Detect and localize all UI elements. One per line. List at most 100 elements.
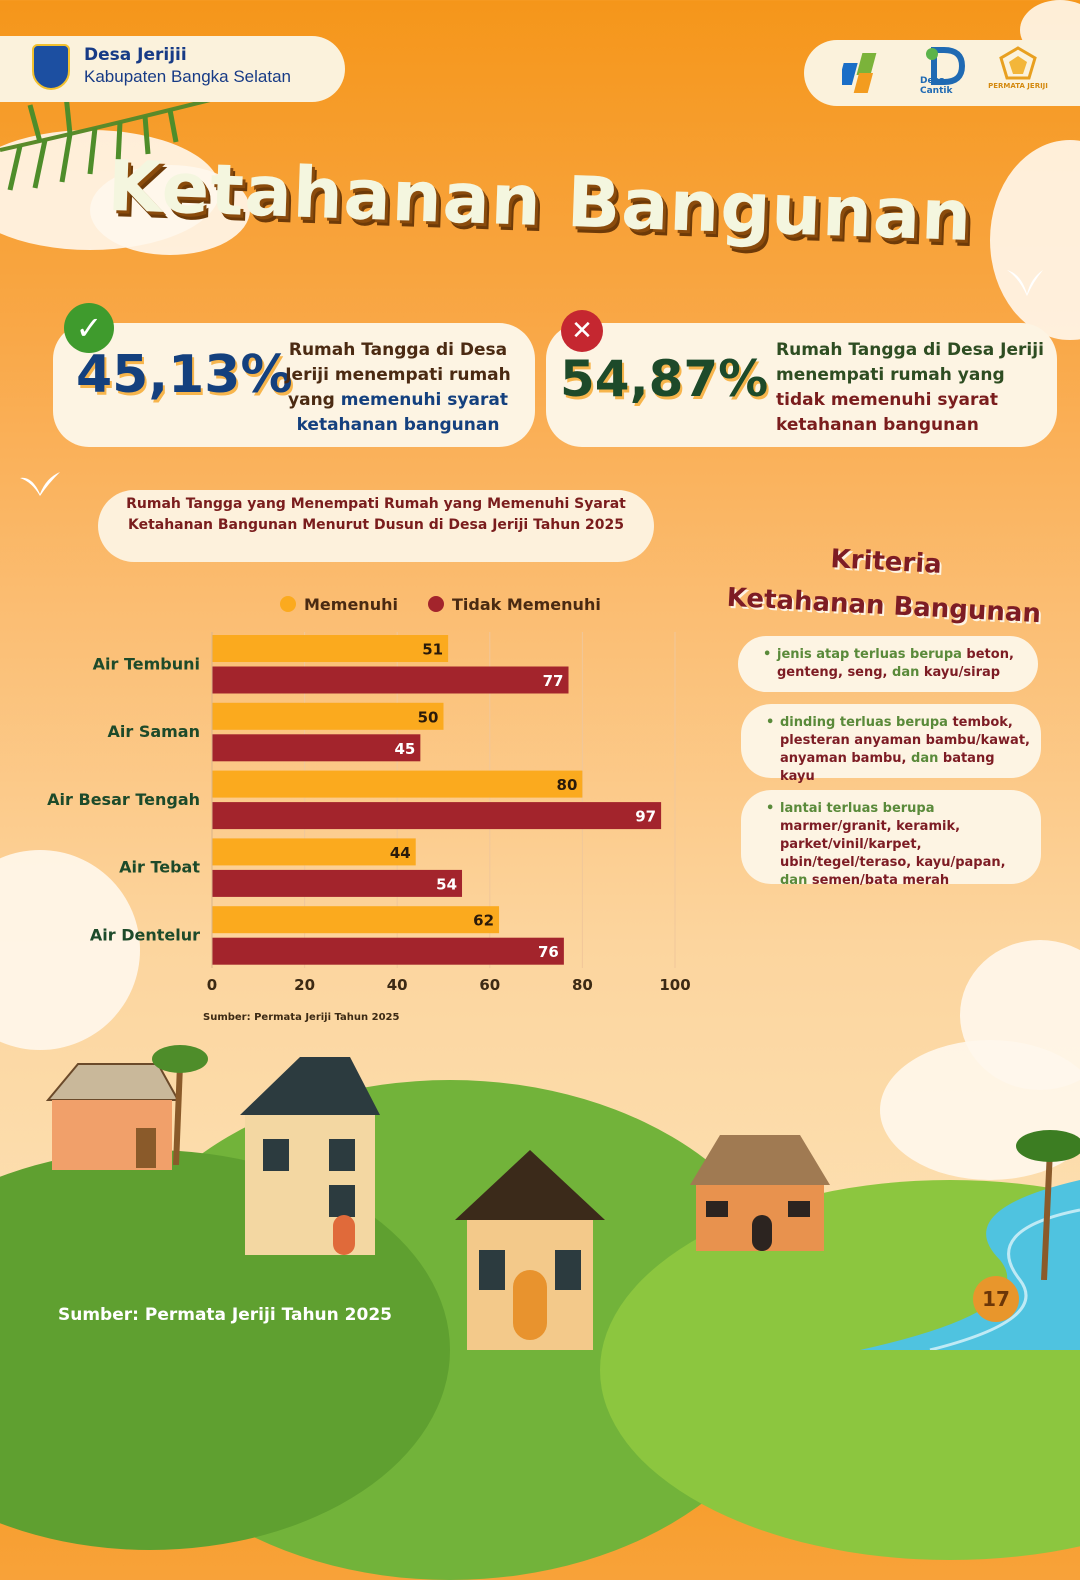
x-tick-label: 100: [659, 976, 690, 994]
criteria-material: marmer/granit,: [780, 819, 897, 834]
bird-icon: [1007, 270, 1043, 296]
regency-name: Kabupaten Bangka Selatan: [84, 67, 292, 86]
criteria-item: • jenis atap terluas berupa beton, genten…: [763, 646, 1027, 682]
criteria-material: ubin/tegel/teraso,: [780, 855, 916, 870]
category-label: Air Tembuni: [93, 654, 200, 673]
stat-card-noncompliant: [546, 323, 1057, 447]
noncompliant-text-highlight: tidak memenuhi syarat ketahanan bangunan: [776, 390, 999, 435]
criteria-material: batang kayu: [780, 751, 995, 784]
data-label: 80: [557, 776, 578, 794]
criteria-card-floor: [741, 790, 1041, 884]
desa-cantik-text: Desa Cantik: [920, 76, 953, 96]
bar-memenuhi: [212, 702, 444, 730]
data-label: 45: [394, 740, 415, 758]
stat-card-compliant: [53, 323, 535, 447]
noncompliant-text-a: Rumah Tangga di Desa Jeriji menempati ru…: [776, 340, 1044, 385]
bullet-icon: •: [766, 801, 775, 816]
footer-source: Sumber: Permata Jeriji Tahun 2025: [58, 1305, 392, 1325]
criteria-item: • dinding terluas berupa tembok, plestera…: [766, 714, 1030, 786]
noncompliant-percentage: 54,87%: [560, 350, 769, 408]
criteria-material: seng,: [847, 665, 893, 680]
x-tick-label: 0: [207, 976, 217, 994]
legend-swatch-memenuhi: [280, 596, 296, 612]
data-label: 50: [418, 708, 439, 726]
regency-logo-icon: [32, 44, 70, 90]
criteria-material: anyaman bambu,: [780, 751, 912, 766]
legend-item-tidak-memenuhi: Tidak Memenuhi: [428, 595, 601, 614]
village-name: Desa Jerijii: [84, 45, 187, 65]
permata-jeriji-icon: [999, 46, 1037, 80]
criteria-card-wall: [741, 704, 1041, 778]
category-label: Air Saman: [107, 722, 200, 741]
permata-jeriji-logo: PERMATA JERIJI: [985, 44, 1051, 100]
chart-title-box: [98, 490, 654, 562]
criteria-prefix: jenis atap terluas berupa: [777, 647, 967, 662]
bps-logo-icon: [842, 53, 877, 93]
house-illustration: [240, 1057, 380, 1255]
data-label: 77: [543, 672, 564, 690]
bar-memenuhi: [212, 635, 449, 662]
data-label: 97: [635, 808, 656, 826]
house-illustration: [690, 1135, 830, 1251]
bar-memenuhi: [212, 770, 583, 798]
criteria-material: kayu/sirap: [923, 665, 1001, 680]
cloud-decoration: [90, 165, 250, 255]
data-label: 62: [473, 912, 494, 930]
compliant-text-highlight: memenuhi syarat ketahanan bangunan: [296, 390, 508, 435]
criteria-prefix: lantai terluas berupa: [780, 801, 935, 816]
criteria-material: semen/bata merah: [811, 873, 950, 888]
data-label: 54: [436, 875, 457, 893]
bar-tidak-memenuhi: [212, 802, 662, 830]
criteria-material: kayu/papan,: [915, 855, 1006, 870]
legend-label-memenuhi: Memenuhi: [304, 595, 398, 614]
criteria-prefix: dinding terluas berupa: [780, 715, 953, 730]
bar-chart: 0 20 40 60 80 100 Air Tembuni 51 77 Air Saman 5045…: [47, 632, 691, 994]
desa-cantik-icon: [926, 47, 966, 85]
criteria-material: plesteran anyaman bambu/kawat,: [780, 733, 1030, 748]
bullet-icon: •: [763, 647, 772, 662]
checkmark-icon: ✓: [64, 303, 114, 353]
compliant-percentage: 45,13%: [76, 345, 293, 405]
permata-jeriji-text: PERMATA JERIJI: [988, 82, 1048, 90]
bar-memenuhi: [212, 906, 500, 934]
palm-tree-decoration: [1016, 1130, 1080, 1280]
legend-swatch-tidak-memenuhi: [428, 596, 444, 612]
bar-tidak-memenuhi: [212, 734, 421, 762]
cross-icon: ✕: [561, 310, 603, 352]
palm-leaf-decoration: [0, 94, 211, 191]
x-tick-label: 20: [294, 976, 315, 994]
x-tick-label: 60: [479, 976, 500, 994]
bullet-icon: •: [766, 715, 775, 730]
criteria-joiner: dan: [892, 665, 924, 680]
legend-label-tidak-memenuhi: Tidak Memenuhi: [452, 595, 601, 614]
criteria-joiner: dan: [911, 751, 943, 766]
category-label: Air Dentelur: [90, 925, 200, 944]
noncompliant-description: Rumah Tangga di Desa Jeriji menempati ru…: [776, 338, 1048, 438]
category-label: Air Tebat: [119, 858, 200, 877]
house-illustration: [45, 1063, 178, 1170]
data-label: 76: [538, 943, 559, 961]
bar-tidak-memenuhi: [212, 869, 463, 897]
criteria-item: • lantai terluas berupa marmer/granit, ke…: [766, 800, 1032, 890]
desa-cantik-logo: Desa Cantik: [918, 46, 974, 98]
data-label: 44: [390, 844, 411, 862]
chart-source: Sumber: Permata Jeriji Tahun 2025: [203, 1012, 400, 1023]
criteria-card-roof: [738, 636, 1038, 692]
criteria-material: keramik,: [896, 819, 961, 834]
compliant-text-b: yang: [288, 390, 335, 410]
page-number: 17: [973, 1276, 1019, 1322]
bar-tidak-memenuhi: [212, 666, 569, 694]
palm-tree-decoration: [152, 1045, 208, 1165]
compliant-text-a: Rumah Tangga di Desa Jeriji menempati ru…: [285, 340, 511, 385]
x-tick-label: 40: [387, 976, 408, 994]
bar-memenuhi: [212, 838, 416, 866]
bird-icon: [20, 472, 60, 496]
criteria-joiner: dan: [780, 873, 812, 888]
criteria-title: Kriteria Ketahanan Bangunan: [718, 531, 1052, 636]
chart-title: Rumah Tangga yang Menempati Rumah yang M…: [126, 496, 626, 533]
x-tick-label: 80: [572, 976, 593, 994]
river-decoration: [860, 1180, 1080, 1350]
criteria-material: tembok,: [952, 715, 1013, 730]
bar-tidak-memenuhi: [212, 937, 564, 965]
